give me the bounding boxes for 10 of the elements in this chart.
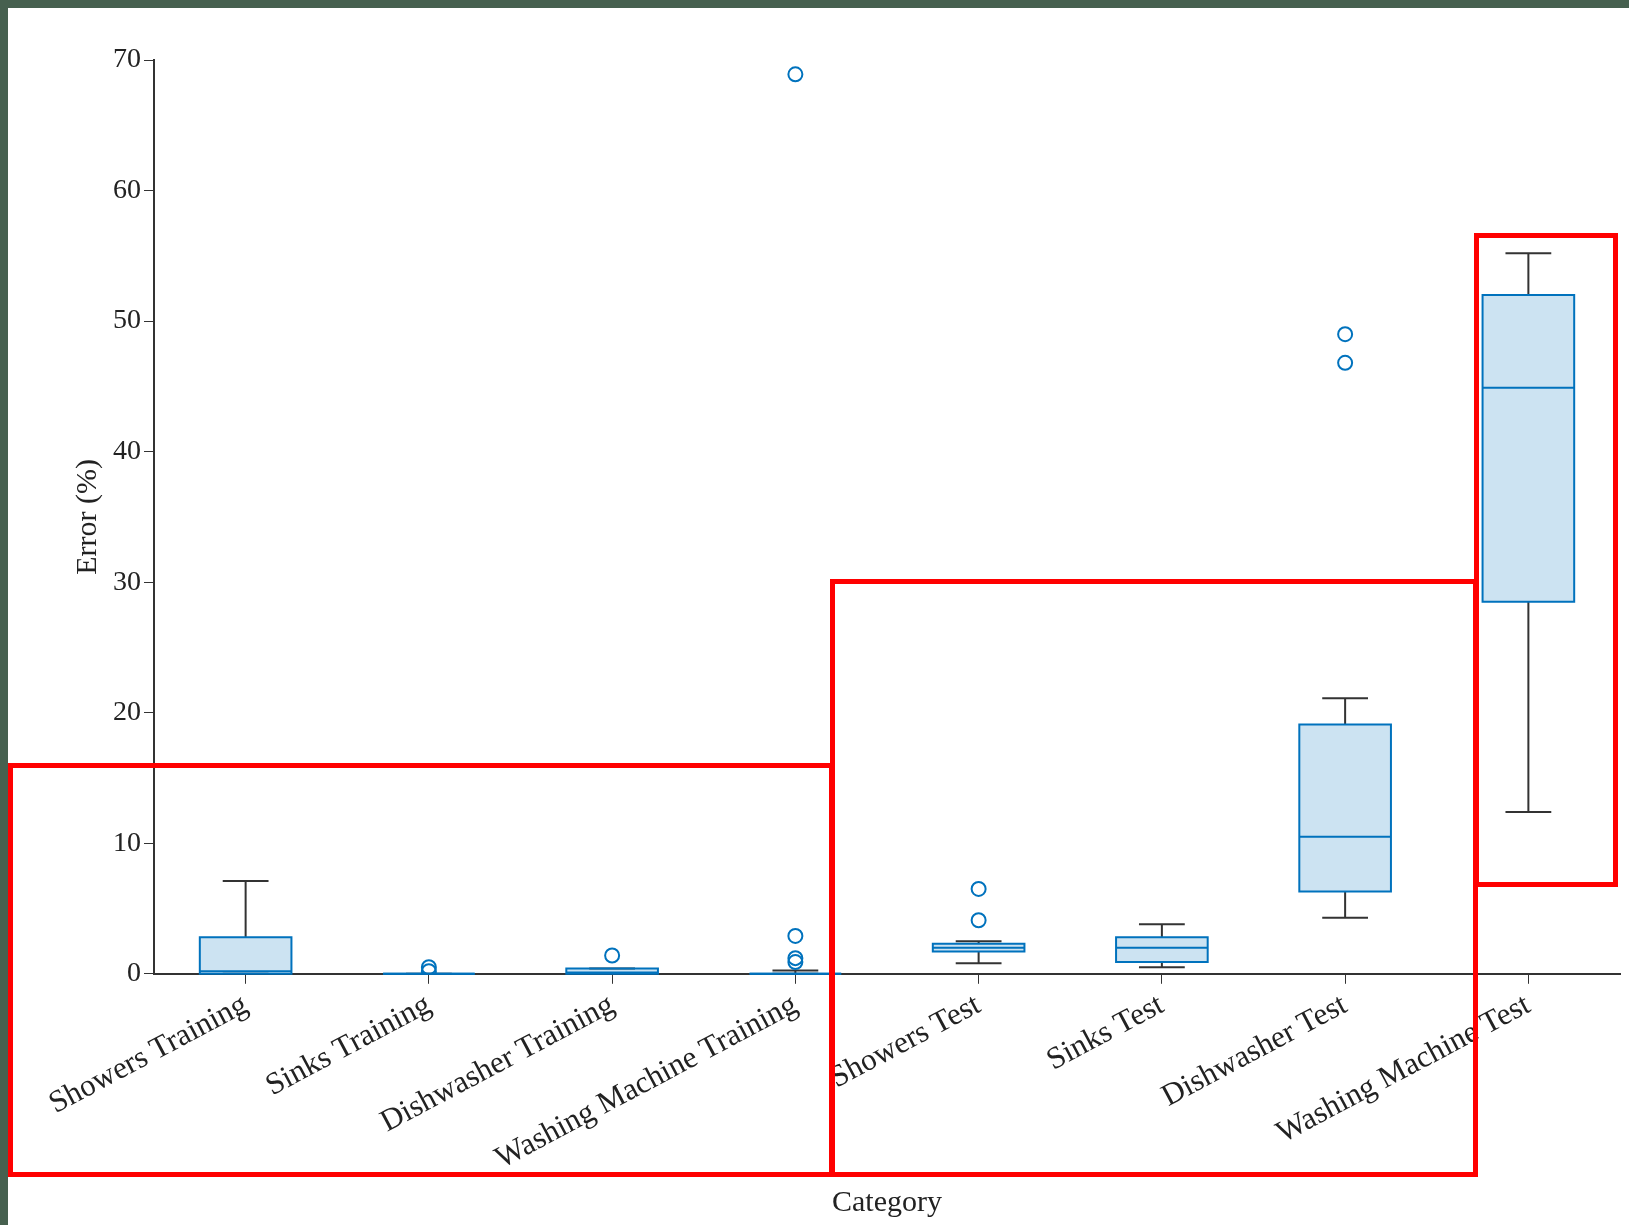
- y-tick-label: 70: [113, 42, 141, 74]
- y-tick-label: 0: [127, 956, 141, 988]
- x-axis-title: Category: [832, 1183, 942, 1217]
- y-axis-title: Error (%): [68, 459, 103, 575]
- y-tick-label: 20: [113, 695, 141, 727]
- y-tick-label: 10: [113, 825, 141, 857]
- y-tick-label: 50: [113, 303, 141, 335]
- y-tick-label: 60: [113, 172, 141, 204]
- y-tick-label: 30: [113, 564, 141, 596]
- y-tick-label: 40: [113, 433, 141, 465]
